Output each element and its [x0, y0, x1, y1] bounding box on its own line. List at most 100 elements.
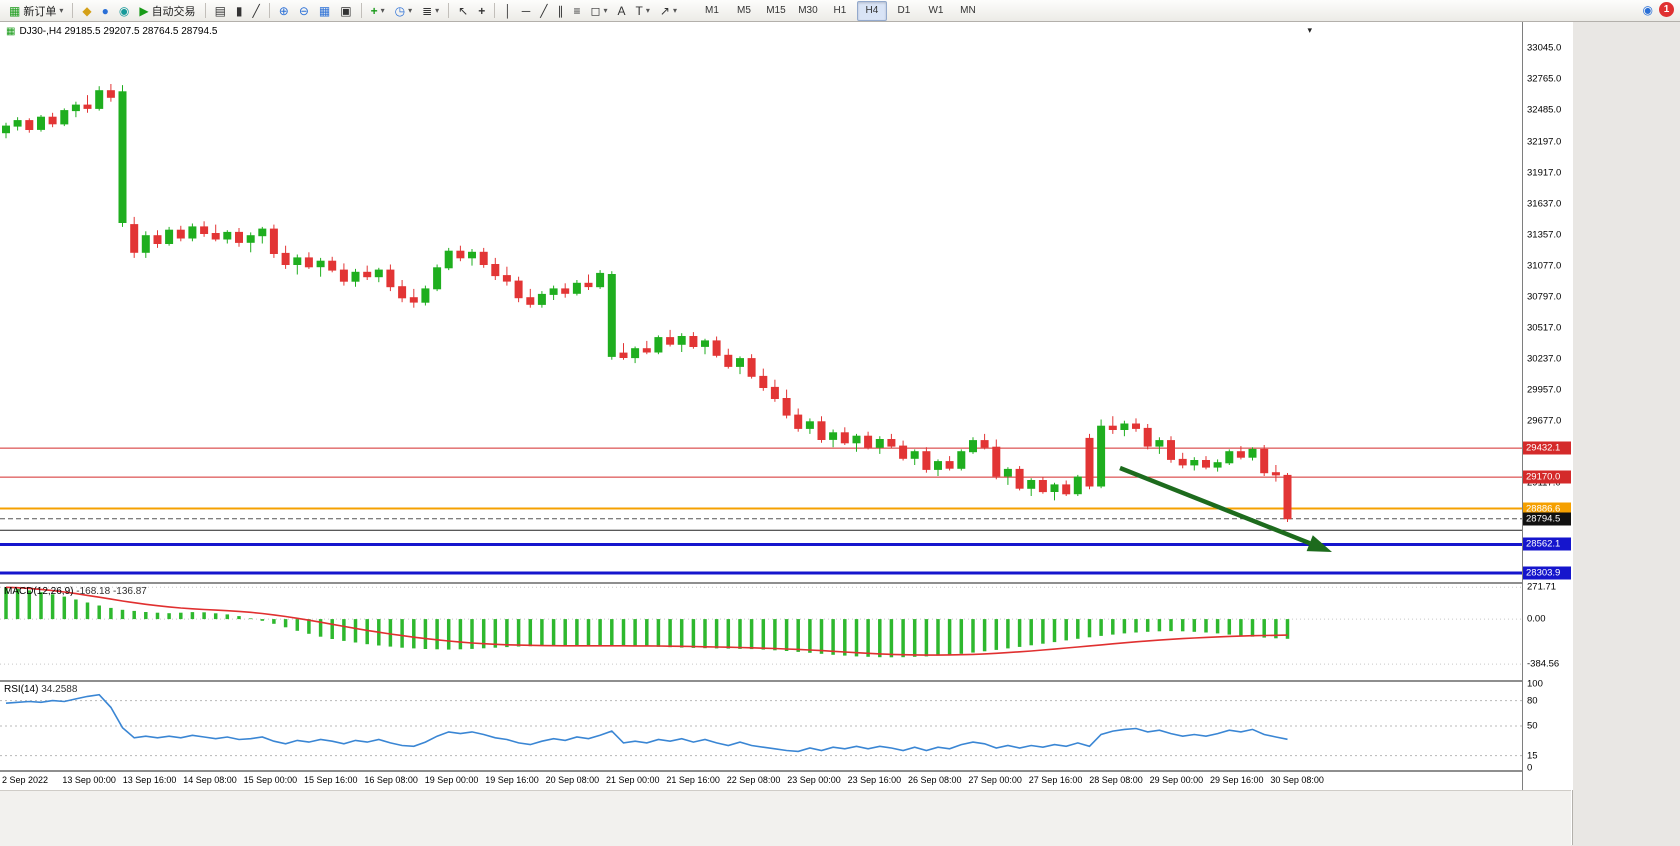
line-chart-icon: ╱ — [252, 3, 260, 18]
price-tick-label: 30237.0 — [1527, 353, 1562, 365]
price-tick-label: 32197.0 — [1527, 136, 1562, 148]
macd-title: MACD(12,26,9) -168.18 -136.87 — [4, 586, 147, 597]
annotation-arrow[interactable] — [1119, 465, 1311, 546]
profile-button[interactable]: ● — [98, 1, 113, 21]
new-order-button[interactable]: ▦ 新订单 ▾ — [5, 1, 67, 21]
vertical-line-icon: │ — [504, 3, 512, 18]
channel-icon: ∥ — [557, 3, 564, 18]
auto-trading-label: 自动交易 — [151, 5, 196, 18]
chart-window: ▦ DJ30-,H4 29185.5 29207.5 28764.5 28794… — [0, 22, 1573, 846]
trendline-tool-button[interactable]: ╱ — [536, 1, 551, 21]
rsi-tick-label: 50 — [1527, 720, 1538, 732]
cascade-windows-button[interactable]: ▣ — [336, 1, 355, 21]
candlestick-chart[interactable] — [0, 22, 1522, 582]
main-toolbar: ▦ 新订单 ▾ ◆ ● ◉ ▶ 自动交易 ▤ ▮ ╱ ⊕ ⊖ ▦ ▣ + ▾ ◷ ▾… — [0, 0, 1680, 22]
chart-collapse-arrow-icon[interactable]: ▾ — [1307, 25, 1312, 35]
toolbar-right-group: ◉ 1 — [1643, 2, 1674, 17]
price-tick-label: 32485.0 — [1527, 104, 1562, 116]
cascade-windows-icon: ▣ — [340, 3, 352, 18]
timeframe-m1[interactable]: M1 — [705, 5, 719, 16]
fibonacci-tool-button[interactable]: ≡ — [570, 1, 585, 21]
period-button[interactable]: ◷ ▾ — [391, 1, 417, 21]
macd-tick-label: 271.71 — [1527, 581, 1557, 593]
time-axis-label: 13 Sep 16:00 — [122, 775, 177, 785]
chart-title-text: DJ30-,H4 29185.5 29207.5 28764.5 28794.5 — [19, 26, 218, 37]
timeframe-m30[interactable]: M30 — [798, 5, 818, 16]
text-label-tool-button[interactable]: T ▾ — [632, 1, 654, 21]
candle-chart-mode-button[interactable]: ▮ — [232, 1, 247, 21]
time-axis-label: 29 Sep 00:00 — [1149, 775, 1204, 785]
chevron-down-icon: ▾ — [672, 6, 677, 15]
timeframe-h1[interactable]: H1 — [833, 5, 847, 16]
chevron-down-icon: ▾ — [603, 6, 608, 15]
tile-windows-button[interactable]: ▦ — [315, 1, 334, 21]
timeframe-h4[interactable]: H4 — [856, 0, 887, 21]
time-axis-label: 19 Sep 16:00 — [485, 775, 539, 785]
candlestick-icon: ▮ — [235, 3, 243, 18]
timeframe-w1[interactable]: W1 — [928, 5, 944, 16]
zoom-in-icon: ⊕ — [278, 3, 289, 18]
rsi-value: 34.2588 — [41, 684, 78, 695]
crosshair-tool-button[interactable]: + — [474, 1, 489, 21]
toolbar-separator — [204, 3, 206, 18]
time-axis-label: 30 Sep 08:00 — [1270, 775, 1324, 785]
timeframe-m15[interactable]: M15 — [766, 5, 786, 16]
price-line-badge: 29432.1 — [1523, 441, 1571, 455]
text-t-icon: T — [635, 3, 643, 18]
time-axis-label: 14 Sep 08:00 — [183, 775, 237, 785]
arrows-tool-button[interactable]: ↗ ▾ — [656, 1, 681, 21]
templates-button[interactable]: ≣ ▾ — [418, 1, 443, 21]
time-axis-label: 23 Sep 16:00 — [847, 775, 902, 785]
price-chart-panel: ▦ DJ30-,H4 29185.5 29207.5 28764.5 28794… — [0, 22, 1522, 584]
macd-chart[interactable] — [0, 584, 1522, 680]
macd-values: -168.18 -136.87 — [76, 586, 147, 597]
new-order-icon: ▦ — [9, 3, 21, 18]
toolbar-separator — [72, 3, 74, 18]
time-axis-label: 26 Sep 08:00 — [908, 775, 962, 785]
price-line-badge: 28303.9 — [1523, 566, 1571, 580]
text-tool-button[interactable]: A — [614, 1, 630, 21]
price-axis[interactable]: 33045.0 32765.0 32485.0 32197.0 31917.0 31637… — [1522, 22, 1573, 790]
zoom-in-button[interactable]: ⊕ — [275, 1, 293, 21]
rsi-tick-label: 80 — [1527, 695, 1538, 707]
shapes-tool-button[interactable]: ◻ ▾ — [587, 1, 612, 21]
layers-icon: ≣ — [422, 3, 433, 18]
community-button[interactable]: ◉ — [115, 1, 133, 21]
zoom-out-button[interactable]: ⊖ — [295, 1, 313, 21]
time-axis-label: 28 Sep 08:00 — [1089, 775, 1143, 785]
line-chart-mode-button[interactable]: ╱ — [249, 1, 264, 21]
notification-badge[interactable]: 1 — [1659, 2, 1674, 17]
indicators-plus-icon: + — [370, 3, 378, 18]
price-line-badge: 29170.0 — [1523, 470, 1571, 484]
time-axis-label: 21 Sep 00:00 — [606, 775, 660, 785]
time-axis[interactable]: 2 Sep 2022 13 Sep 00:00 13 Sep 16:00 14 Sep… — [0, 772, 1522, 790]
price-tick-label: 33045.0 — [1527, 42, 1562, 54]
channel-tool-button[interactable]: ∥ — [554, 1, 568, 21]
rsi-label: RSI(14) — [4, 684, 39, 695]
macd-label: MACD(12,26,9) — [4, 586, 74, 597]
price-line-badge: 28886.6 — [1523, 502, 1571, 515]
price-tick-label: 32765.0 — [1527, 73, 1562, 85]
cursor-tool-button[interactable]: ↖ — [454, 1, 472, 21]
vertical-line-tool-button[interactable]: │ — [500, 1, 516, 21]
time-axis-label: 23 Sep 00:00 — [787, 775, 841, 785]
timeframe-m5[interactable]: M5 — [737, 5, 751, 16]
toolbar-separator — [268, 3, 270, 18]
macd-panel: MACD(12,26,9) -168.18 -136.87 — [0, 584, 1522, 682]
time-axis-label: 27 Sep 00:00 — [968, 775, 1022, 785]
rsi-chart[interactable] — [0, 682, 1522, 770]
rsi-panel: RSI(14) 34.2588 — [0, 682, 1522, 772]
auto-trading-button[interactable]: ▶ 自动交易 — [135, 1, 199, 21]
crosshair-icon: + — [478, 3, 486, 18]
indicators-button[interactable]: + ▾ — [367, 1, 389, 21]
horizontal-line-tool-button[interactable]: ─ — [518, 1, 535, 21]
profile-icon: ● — [101, 3, 109, 18]
chevron-down-icon: ▾ — [645, 6, 650, 15]
chevron-down-icon: ▾ — [435, 6, 440, 15]
bar-chart-mode-button[interactable]: ▤ — [211, 1, 230, 21]
search-icon[interactable]: ◉ — [1642, 2, 1653, 17]
timeframe-mn[interactable]: MN — [960, 5, 976, 16]
timeframe-d1[interactable]: D1 — [897, 5, 911, 16]
market-watch-button[interactable]: ◆ — [78, 1, 95, 21]
trendline-icon: ╱ — [540, 3, 548, 18]
